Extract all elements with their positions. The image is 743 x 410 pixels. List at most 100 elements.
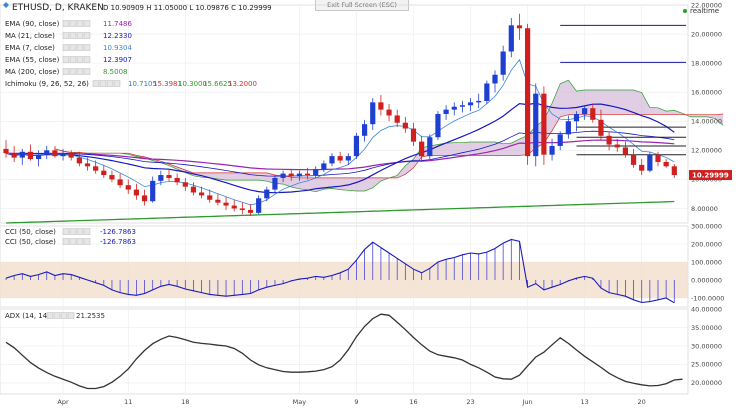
legend-button (83, 44, 91, 51)
legend-button (46, 312, 54, 319)
candle (231, 199, 237, 212)
legend-label: EMA (7, close) (5, 44, 55, 52)
candle (476, 93, 482, 109)
candle (329, 153, 335, 167)
candle-body (166, 175, 172, 178)
candle (272, 175, 278, 193)
candle (207, 189, 213, 203)
legend-button (76, 32, 84, 39)
last-price-label: 10.29999 (692, 172, 729, 180)
legend-buttons[interactable] (62, 238, 91, 245)
candle-body (60, 153, 66, 157)
candle (402, 116, 408, 133)
cci-line (5, 238, 675, 304)
candle-body (565, 121, 571, 135)
candle (630, 148, 637, 168)
cci-pane (0, 238, 688, 304)
legend-value: 8.5008 (103, 68, 128, 76)
candle-body (207, 195, 213, 200)
legend-buttons[interactable] (46, 312, 75, 319)
legend-button (113, 80, 121, 87)
legend-label: MA (21, close) (5, 32, 55, 40)
candle-body (93, 166, 99, 171)
candle (663, 159, 669, 168)
candle (182, 177, 188, 192)
realtime-dot-icon (683, 9, 687, 13)
candle-body (19, 151, 25, 158)
candle (27, 144, 34, 161)
legend-value: 12.3907 (103, 56, 132, 64)
candle (264, 186, 270, 202)
candle (516, 13, 523, 40)
candle-body (337, 156, 343, 161)
legend-button (76, 44, 84, 51)
legend-button (69, 56, 77, 63)
candle (419, 135, 425, 162)
candle (639, 159, 645, 176)
candle (133, 183, 139, 200)
candle-body (84, 163, 91, 167)
horizontal-levels[interactable] (560, 24, 686, 156)
axis-tick-label: -100.0000 (691, 294, 724, 302)
candle-body (150, 180, 156, 202)
legend-label: ADX (14, 14) (5, 312, 50, 320)
candle (655, 151, 661, 167)
candle-body (353, 135, 360, 157)
legend-button (69, 44, 77, 51)
legend-button (83, 56, 91, 63)
time-axis-label: Jun (522, 398, 533, 406)
candle-body (671, 166, 677, 176)
legend-buttons[interactable] (92, 80, 121, 87)
legend-value: 10.7105 (128, 80, 157, 88)
legend-buttons[interactable] (62, 228, 91, 235)
legend-button (69, 32, 77, 39)
candle (84, 157, 91, 171)
candle-body (370, 102, 376, 125)
candle (52, 145, 58, 158)
last-price-tag (689, 170, 732, 181)
candle-body (36, 154, 42, 160)
legend-buttons[interactable] (62, 44, 91, 51)
legend-buttons[interactable] (62, 68, 91, 75)
candle (141, 189, 148, 206)
candle-body (296, 173, 302, 177)
candle (353, 132, 360, 160)
legend-button (83, 238, 91, 245)
legend-button (53, 312, 61, 319)
candle-body (606, 135, 612, 145)
axis-tick-label: 300.0000 (691, 222, 722, 230)
indicator-legend[interactable]: EMA (90, close) 11.7486 MA (21, close) 12.2… (5, 20, 257, 320)
candle-body (459, 105, 465, 107)
symbol-icon (3, 2, 9, 8)
candle (671, 164, 677, 178)
legend-value: 10.3000 (178, 80, 207, 88)
candle-body (125, 185, 131, 190)
candle-body (272, 177, 278, 190)
legend-value: 13.2000 (228, 80, 257, 88)
legend-value: -126.7863 (100, 228, 136, 236)
candle (565, 115, 571, 139)
axis-tick-label: 0.000000 (691, 276, 722, 284)
time-axis-label: 11 (124, 398, 132, 406)
candle-body (329, 156, 335, 164)
candle (525, 23, 531, 165)
candle-body (525, 28, 531, 157)
candle-body (264, 189, 270, 199)
candle-body (467, 102, 474, 106)
candle-body (533, 93, 539, 157)
legend-buttons[interactable] (62, 32, 91, 39)
price-axes: 8.0000010.0000012.0000014.0000016.000001… (689, 1, 732, 387)
candle (582, 105, 588, 120)
candle (606, 131, 612, 151)
candle (345, 153, 351, 165)
candle (321, 160, 327, 173)
legend-buttons[interactable] (62, 56, 91, 63)
candle-body (549, 145, 555, 155)
candle (199, 186, 205, 199)
legend-buttons[interactable] (62, 20, 91, 27)
candle-body (573, 114, 580, 122)
candle (378, 95, 384, 116)
axis-tick-label: 20.00000 (691, 30, 722, 38)
candle-body (582, 108, 588, 114)
